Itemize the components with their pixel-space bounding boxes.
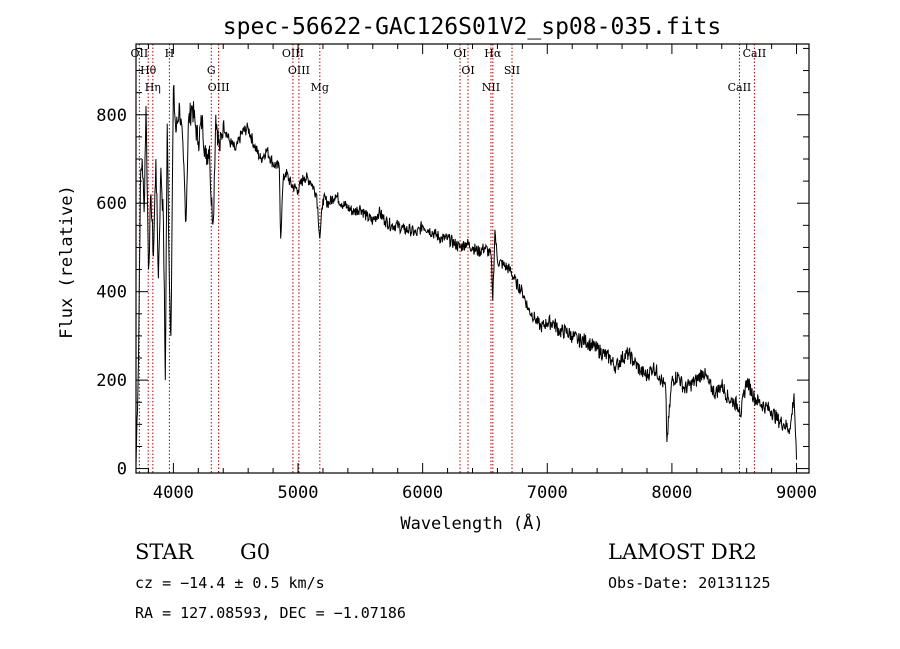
x-tick-label: 4000	[153, 483, 194, 503]
chart-title: spec-56622-GAC126S01V2_sp08-035.fits	[223, 14, 722, 40]
spectral-line-label: NII	[482, 81, 500, 94]
spectral-line-label: OI	[461, 64, 474, 77]
spectral-line-label: OIII	[208, 81, 230, 94]
spectral-line-label: OI	[453, 47, 466, 60]
axis-ticks: 4000 5000 6000 7000 8000 9000 0 200 400 600 800	[96, 44, 817, 503]
spectrum-series-line	[135, 84, 797, 465]
y-tick-label: 200	[96, 371, 127, 391]
x-tick-label: 8000	[651, 483, 692, 503]
y-tick-label: 600	[96, 194, 127, 214]
spectral-line-label: Hη	[145, 81, 161, 94]
spectral-line-label: H	[165, 47, 175, 60]
spectral-subclass: G0	[240, 540, 271, 564]
spectral-line-label: Hθ	[140, 64, 157, 77]
x-axis-label: Wavelength (Å)	[400, 512, 543, 534]
spectral-line-label: G	[207, 64, 216, 77]
spectral-line-label: Mg	[311, 81, 329, 94]
spectral-line-label: SII	[504, 64, 520, 77]
spectral-line-label: OIII	[288, 64, 310, 77]
x-tick-label: 5000	[278, 483, 319, 503]
redshift-readout: cz = −14.4 ± 0.5 km/s	[135, 574, 325, 592]
x-tick-label: 9000	[776, 483, 817, 503]
spectral-line-label: OIII	[282, 47, 304, 60]
x-tick-label: 7000	[527, 483, 568, 503]
y-tick-label: 400	[96, 283, 127, 303]
coordinates-readout: RA = 127.08593, DEC = −1.07186	[135, 604, 406, 622]
spectral-line-label: OII	[131, 47, 149, 60]
y-tick-label: 800	[96, 106, 127, 126]
spectral-lines-layer: OIIHθHηHGOIIIOIIIOIIIMgOIOINIIHαSIICaIIC…	[131, 44, 767, 473]
observation-date: Obs-Date: 20131125	[608, 574, 771, 592]
y-axis-label: Flux (relative)	[57, 185, 77, 339]
survey-name: LAMOST DR2	[608, 540, 757, 564]
x-tick-label: 6000	[402, 483, 443, 503]
y-tick-label: 0	[117, 460, 127, 480]
spectrum-layer	[135, 84, 797, 465]
plot-frame	[135, 43, 810, 474]
object-class: STAR	[135, 540, 194, 564]
spectral-line-label: CaII	[728, 81, 752, 94]
spectral-line-label: CaII	[743, 47, 767, 60]
spectral-line-label: Hα	[484, 47, 502, 60]
